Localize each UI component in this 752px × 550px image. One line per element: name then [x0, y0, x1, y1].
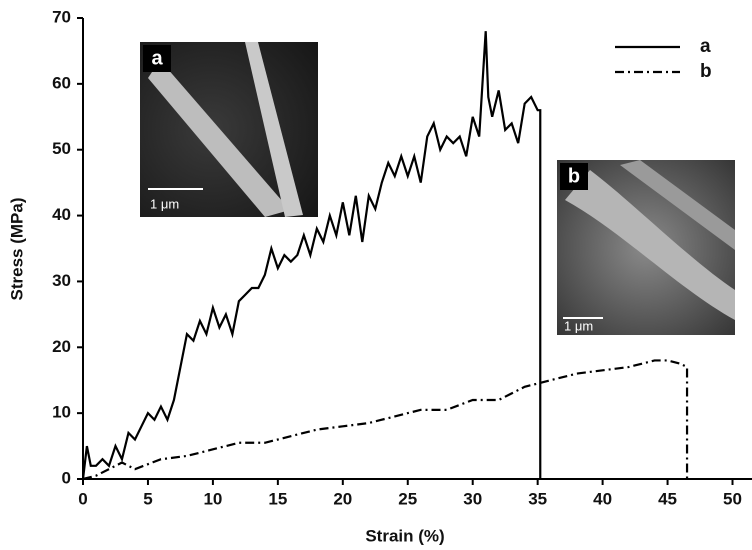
series-line: [81, 31, 542, 480]
y-tick-label: 20: [52, 337, 71, 356]
x-tick-label: 15: [268, 489, 287, 508]
x-tick-label: 30: [463, 489, 482, 508]
y-tick-label: 70: [52, 7, 71, 26]
x-tick-label: 35: [528, 489, 547, 508]
inset-label: a: [151, 47, 163, 69]
inset-label: b: [568, 165, 580, 187]
legend-label: a: [700, 36, 711, 57]
x-tick-label: 25: [398, 489, 417, 508]
y-tick-label: 0: [62, 468, 71, 487]
x-tick-label: 0: [78, 489, 87, 508]
y-tick-label: 60: [52, 73, 71, 92]
x-tick-label: 10: [203, 489, 222, 508]
y-tick-label: 40: [52, 205, 71, 224]
x-axis-label: Strain (%): [365, 526, 444, 545]
scale-bar-label: 1 μm: [564, 318, 593, 333]
y-tick-label: 50: [52, 139, 71, 158]
x-tick-label: 5: [143, 489, 152, 508]
y-tick-label: 30: [52, 271, 71, 290]
x-tick-label: 40: [593, 489, 612, 508]
inset-b: b 1 μm: [557, 160, 735, 335]
series-line: [82, 359, 689, 481]
scale-bar-label: 1 μm: [150, 196, 179, 211]
inset-a: a 1 μm: [140, 42, 318, 217]
y-tick-label: 10: [52, 403, 71, 422]
legend-label: b: [700, 61, 712, 82]
x-tick-label: 45: [658, 489, 677, 508]
x-tick-label: 50: [723, 489, 742, 508]
x-tick-label: 20: [333, 489, 352, 508]
y-axis-label: Stress (MPa): [7, 198, 26, 301]
